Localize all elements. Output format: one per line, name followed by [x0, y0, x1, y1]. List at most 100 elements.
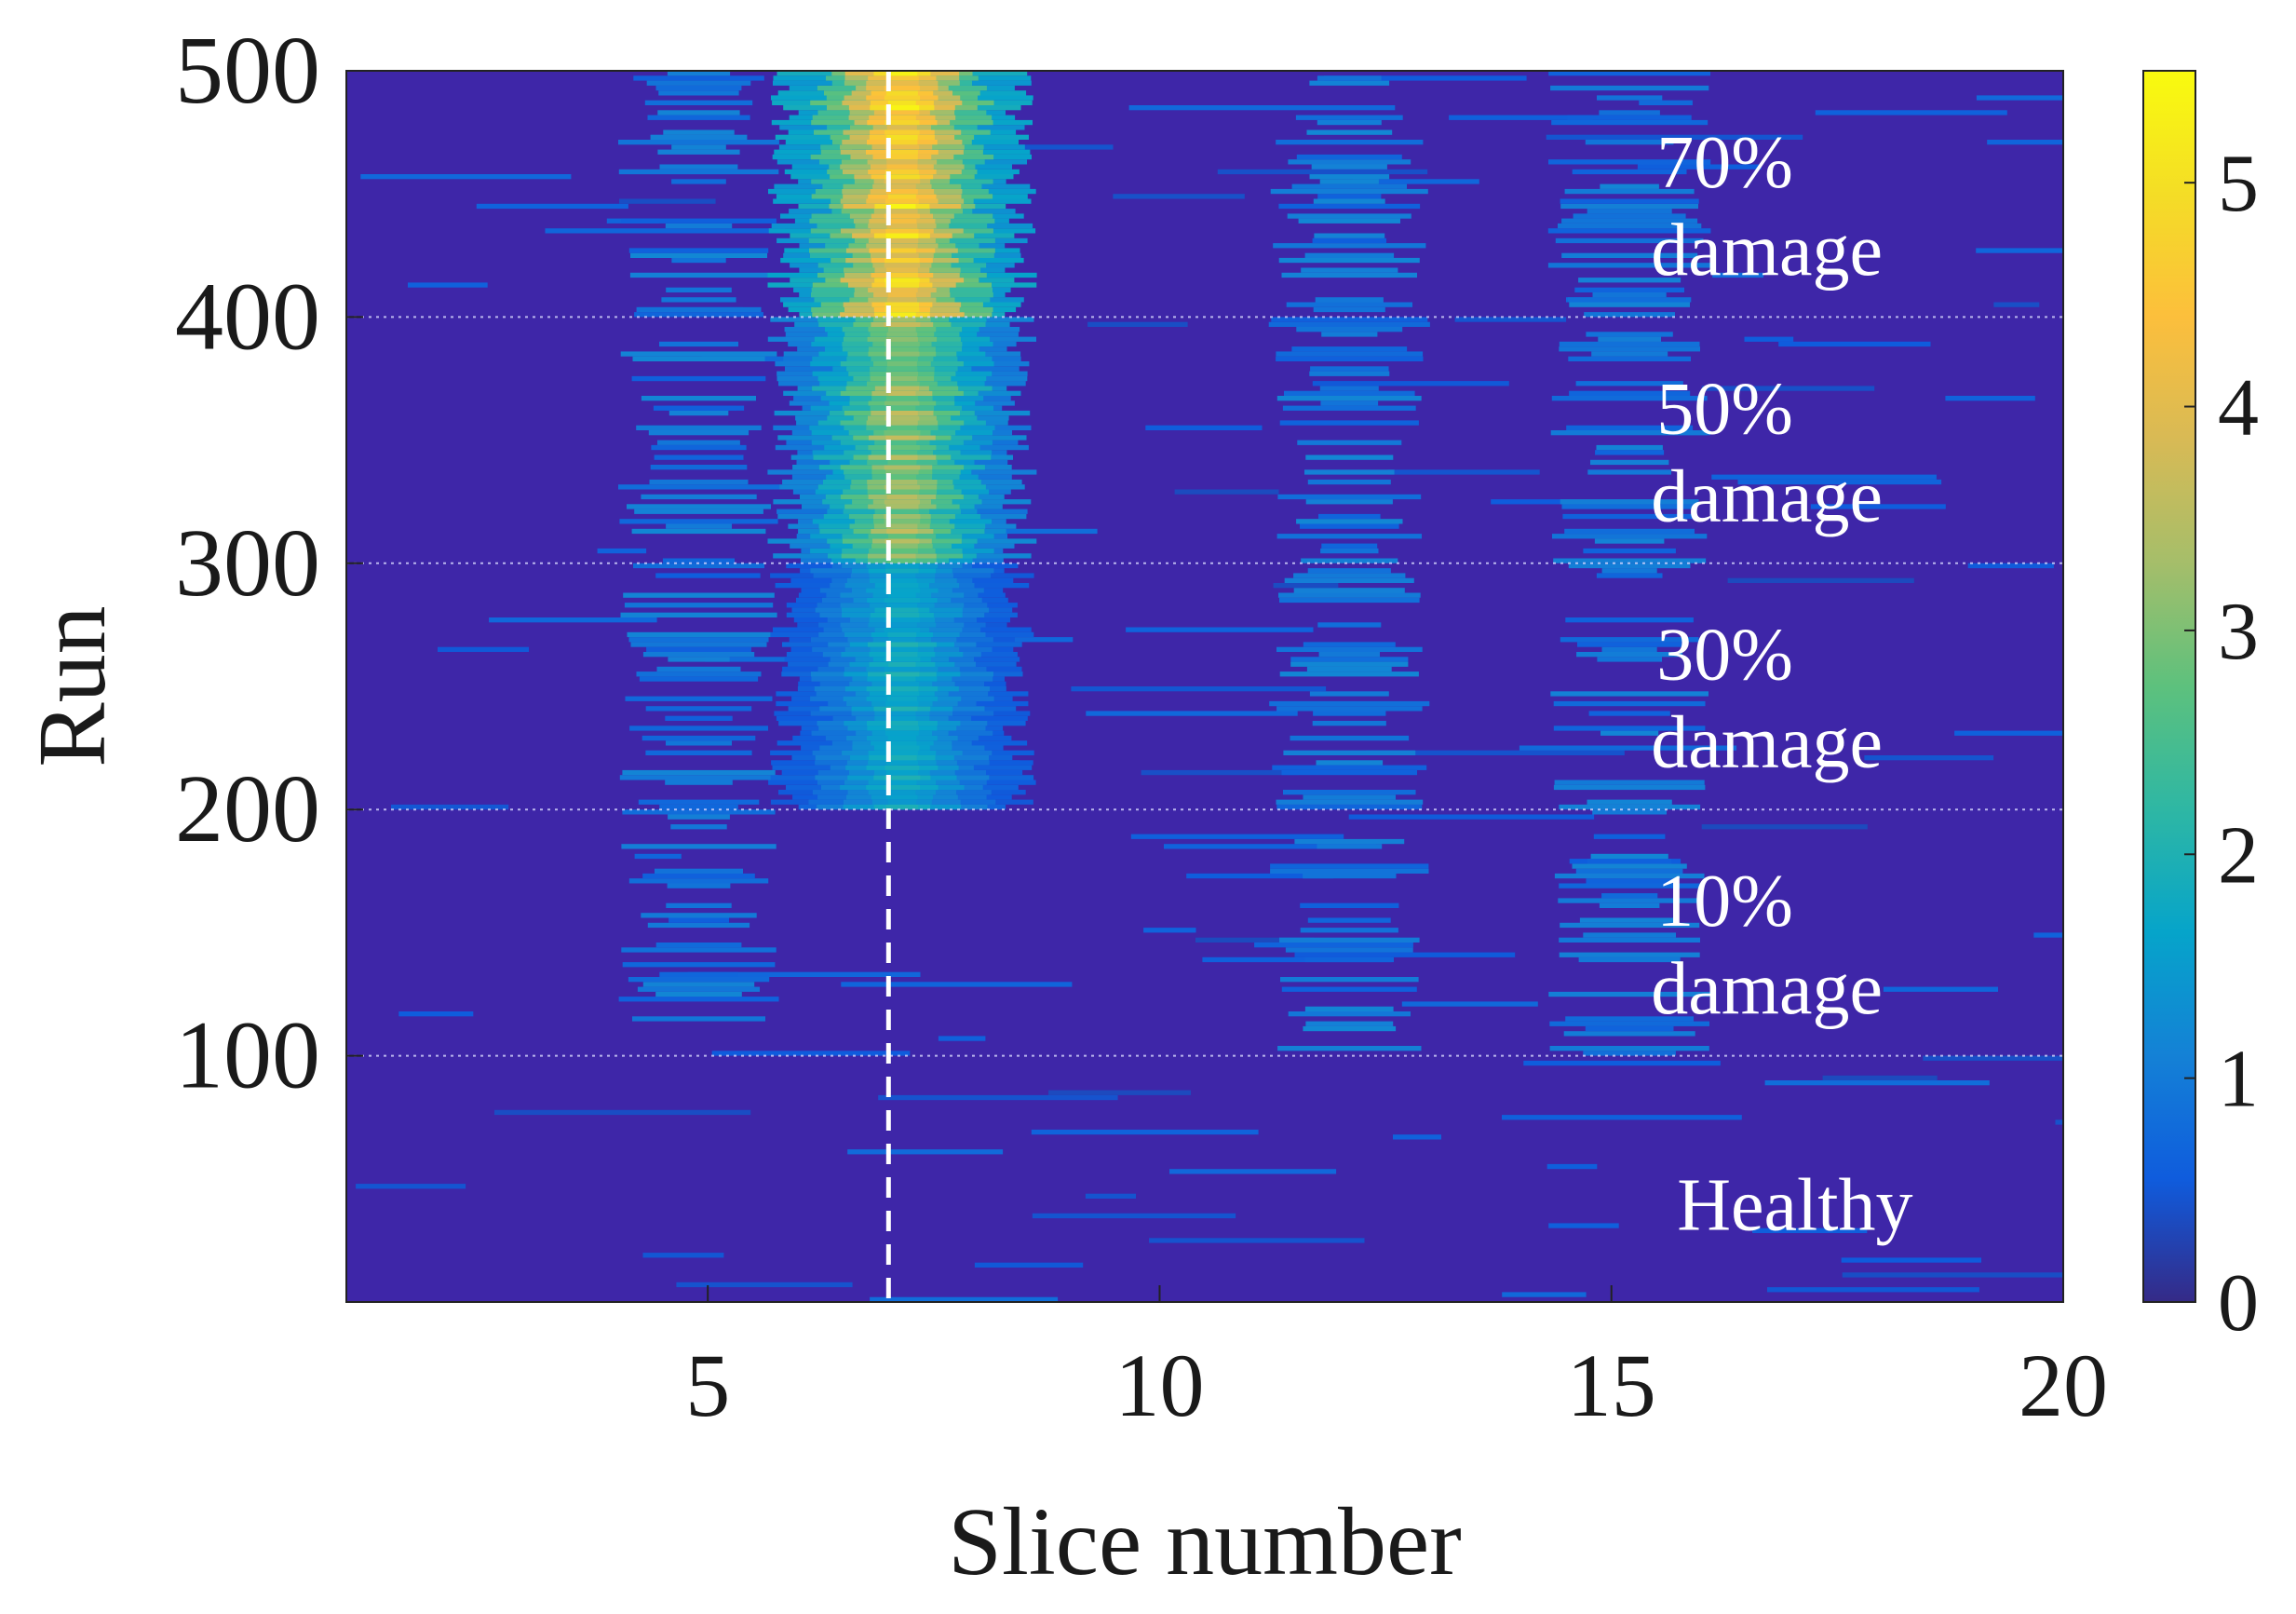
heatmap-feature-cell — [1560, 499, 1699, 505]
heatmap-feature-cell — [1303, 642, 1396, 647]
heatmap-damage-cell — [885, 765, 920, 770]
heatmap-feature-cell — [1600, 730, 1659, 736]
heatmap-feature-cell — [633, 563, 764, 569]
heatmap-damage-cell — [885, 469, 919, 475]
heatmap-feature-cell — [662, 558, 735, 563]
heatmap-feature-cell — [1317, 75, 1382, 81]
group-label-damage: damage — [1651, 948, 1883, 1030]
heatmap-feature-cell — [1278, 592, 1421, 598]
heatmap-feature-cell — [1312, 237, 1386, 244]
heatmap-feature-cell — [1586, 332, 1673, 337]
group-labels: Healthy10%damage30%damage50%damage70%dam… — [1651, 122, 1912, 1247]
heatmap-feature-cell — [1549, 1046, 1709, 1051]
heatmap-feature-cell — [630, 642, 767, 647]
heatmap-feature-cell — [1599, 902, 1660, 908]
heatmap-noise-cell — [1254, 943, 1413, 948]
heatmap-feature-cell — [1287, 213, 1411, 219]
heatmap-damage-cell — [886, 454, 918, 460]
heatmap-feature-cell — [1565, 1016, 1694, 1022]
y-tick-label: 200 — [175, 755, 320, 862]
heatmap-feature-cell — [1284, 390, 1415, 396]
heatmap-noise-cell — [597, 548, 647, 554]
heatmap-feature-cell — [1586, 878, 1673, 884]
heatmap-feature-cell — [1297, 440, 1402, 445]
heatmap-noise-cell — [711, 1051, 911, 1056]
heatmap-damage-cell — [886, 366, 918, 372]
heatmap-feature-cell — [1273, 243, 1426, 249]
heatmap-feature-cell — [646, 80, 751, 86]
heatmap-feature-cell — [1296, 519, 1403, 524]
heatmap-feature-cell — [1593, 834, 1666, 839]
heatmap-noise-cell — [545, 228, 786, 234]
y-tick-label: 300 — [175, 509, 320, 617]
heatmap-feature-cell — [654, 454, 744, 460]
heatmap-feature-cell — [1279, 937, 1420, 943]
heatmap-noise-cell — [1145, 425, 1263, 430]
heatmap-damage-cell — [884, 617, 920, 623]
heatmap-noise-cell — [655, 573, 761, 578]
heatmap-noise-cell — [847, 1149, 1004, 1155]
heatmap-damage-cell — [886, 479, 918, 485]
heatmap-feature-cell — [1280, 977, 1419, 983]
heatmap-damage-cell — [886, 696, 917, 701]
heatmap-noise-cell — [1810, 504, 1946, 509]
heatmap-damage-cell — [885, 302, 919, 307]
heatmap-feature-cell — [1321, 332, 1378, 337]
heatmap-feature-cell — [1284, 577, 1414, 583]
heatmap-feature-cell — [639, 676, 759, 682]
heatmap-damage-cell — [887, 558, 917, 563]
heatmap-feature-cell — [1559, 937, 1700, 943]
heatmap-feature-cell — [1276, 140, 1424, 145]
heatmap-noise-cell — [489, 617, 657, 623]
heatmap-feature-cell — [632, 1016, 765, 1022]
heatmap-feature-cell — [628, 637, 769, 643]
heatmap-damage-cell — [886, 332, 918, 337]
heatmap-feature-cell — [1290, 735, 1410, 741]
heatmap-feature-cell — [1318, 513, 1381, 520]
heatmap-damage-cell — [887, 735, 917, 741]
heatmap-damage-cell — [886, 494, 918, 500]
heatmap-damage-cell — [885, 721, 918, 726]
heatmap-feature-cell — [1553, 558, 1707, 563]
heatmap-noise-cell — [1087, 321, 1188, 327]
heatmap-feature-cell — [1318, 652, 1380, 658]
y-axis-label: Run — [19, 605, 126, 766]
heatmap-damage-cell — [886, 164, 918, 170]
heatmap-feature-cell — [628, 248, 769, 253]
heatmap-noise-cell — [938, 1036, 986, 1041]
heatmap-feature-cell — [623, 592, 775, 598]
heatmap-feature-cell — [1319, 386, 1379, 391]
heatmap-feature-cell — [633, 75, 764, 81]
heatmap-feature-cell — [1313, 306, 1385, 313]
heatmap-feature-cell — [1303, 873, 1397, 879]
heatmap-damage-cell — [885, 612, 920, 617]
heatmap-damage-cell — [888, 390, 916, 396]
heatmap-noise-cell — [1737, 479, 1942, 485]
heatmap-feature-cell — [1304, 469, 1395, 475]
heatmap-feature-cell — [1276, 351, 1424, 357]
heatmap-feature-cell — [1575, 868, 1683, 874]
heatmap-noise-cell — [1149, 1238, 1365, 1243]
heatmap-damage-cell — [887, 459, 917, 466]
heatmap-feature-cell — [1276, 396, 1422, 401]
heatmap-feature-cell — [622, 809, 776, 815]
heatmap-feature-cell — [1550, 691, 1708, 697]
heatmap-feature-cell — [1560, 922, 1700, 929]
heatmap-feature-cell — [1547, 263, 1711, 268]
heatmap-feature-cell — [669, 917, 729, 923]
heatmap-feature-cell — [659, 971, 738, 977]
heatmap-feature-cell — [618, 484, 780, 490]
heatmap-damage-cell — [885, 351, 920, 357]
heatmap-feature-cell — [1574, 287, 1684, 292]
heatmap-damage-cell — [885, 169, 919, 175]
heatmap-noise-cell — [2055, 1119, 2063, 1125]
heatmap-feature-cell — [1562, 513, 1696, 520]
heatmap-damage-cell — [884, 321, 921, 327]
y-tick-label: 400 — [175, 263, 320, 370]
heatmap-feature-cell — [1306, 129, 1393, 135]
heatmap-feature-cell — [1320, 400, 1379, 406]
heatmap-feature-cell — [642, 652, 755, 658]
heatmap-feature-cell — [1315, 297, 1384, 303]
heatmap-damage-cell — [885, 228, 919, 234]
heatmap-damage-cell — [885, 646, 918, 652]
